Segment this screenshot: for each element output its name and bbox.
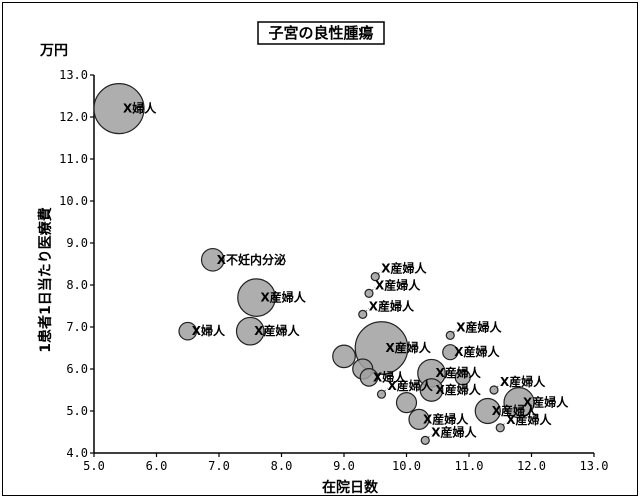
bubble — [200, 247, 225, 272]
point-label: X産婦人 — [500, 374, 546, 389]
point-label: X婦人 — [192, 323, 226, 338]
bubble — [364, 288, 374, 298]
axes: 4.05.06.07.08.09.010.011.012.013.05.0 6.0… — [59, 68, 608, 473]
x-tick-label: 12.0 — [517, 459, 546, 473]
bubble — [408, 408, 430, 430]
chart-title: 子宮の良性腫瘍 — [268, 24, 373, 42]
x-tick-label: 11.0 — [455, 459, 484, 473]
bubble — [370, 272, 380, 282]
bubble — [178, 321, 198, 341]
point-label: X産婦人 — [492, 403, 538, 418]
y-unit-label: 万円 — [39, 43, 68, 59]
point-label: X産婦人 — [369, 298, 415, 313]
x-tick-label: 7.0 — [208, 459, 230, 473]
title-box — [257, 21, 385, 45]
bubble — [495, 423, 505, 433]
y-tick-label: 7.0 — [66, 320, 88, 334]
bubble — [395, 392, 418, 414]
point-label: X産婦人 — [523, 395, 569, 410]
point-label: X産婦人 — [454, 344, 500, 359]
point-label: X産婦人 — [388, 378, 434, 393]
point-label: X不妊内分泌 — [217, 252, 286, 267]
y-tick-label: 12.0 — [59, 110, 88, 124]
bubble — [359, 368, 379, 387]
bubble — [442, 344, 459, 361]
point-label: X産婦人 — [381, 261, 427, 276]
point-label: X産婦人 — [436, 365, 482, 380]
bubble — [445, 330, 455, 340]
y-axis-label: 1患者1日当たり医療費 — [37, 207, 54, 352]
y-tick-label: 13.0 — [59, 68, 88, 82]
point-label: X産婦人 — [431, 424, 477, 439]
point-label: X婦人 — [123, 101, 157, 116]
y-tick-label: 6.0 — [66, 362, 88, 376]
point-label: X産婦人 — [456, 319, 502, 334]
y-tick-label: 8.0 — [66, 278, 88, 292]
y-tick-label: 5.0 — [66, 404, 88, 418]
bubble — [489, 385, 499, 395]
bubble — [503, 387, 535, 419]
x-axis-label: 在院日数 — [322, 479, 379, 496]
bubbles — [93, 82, 535, 445]
bubble — [376, 389, 387, 399]
point-label: X産婦人 — [436, 382, 482, 397]
y-tick-label: 9.0 — [66, 236, 88, 250]
y-tick-label: 11.0 — [59, 152, 88, 166]
point-label: X産婦人 — [423, 411, 469, 426]
x-tick-label: 6.0 — [146, 459, 168, 473]
x-tick-label: 9.0 — [333, 459, 355, 473]
bubble — [332, 344, 356, 369]
point-label: X産婦人 — [254, 323, 300, 338]
bubble — [237, 278, 276, 317]
chart-frame — [2, 2, 638, 496]
bubble — [454, 369, 471, 386]
bubble — [474, 397, 501, 425]
y-tick-label: 4.0 — [66, 446, 88, 460]
x-tick-label: 13.0 — [580, 459, 609, 473]
point-label: X産婦人 — [261, 290, 307, 305]
x-tick-label: 5.0 — [83, 459, 105, 473]
y-tick-label: 10.0 — [59, 194, 88, 208]
point-label: X婦人 — [373, 369, 407, 384]
bubble — [235, 316, 265, 346]
x-tick-label: 8.0 — [271, 459, 293, 473]
point-label: X産婦人 — [506, 412, 552, 427]
point-label: X産婦人 — [386, 340, 432, 355]
bubble — [419, 378, 444, 402]
x-tick-label: 10.0 — [392, 459, 421, 473]
bubble — [93, 82, 145, 135]
point-label: X産婦人 — [375, 277, 421, 292]
bubble — [420, 435, 430, 445]
bubble — [358, 309, 368, 319]
